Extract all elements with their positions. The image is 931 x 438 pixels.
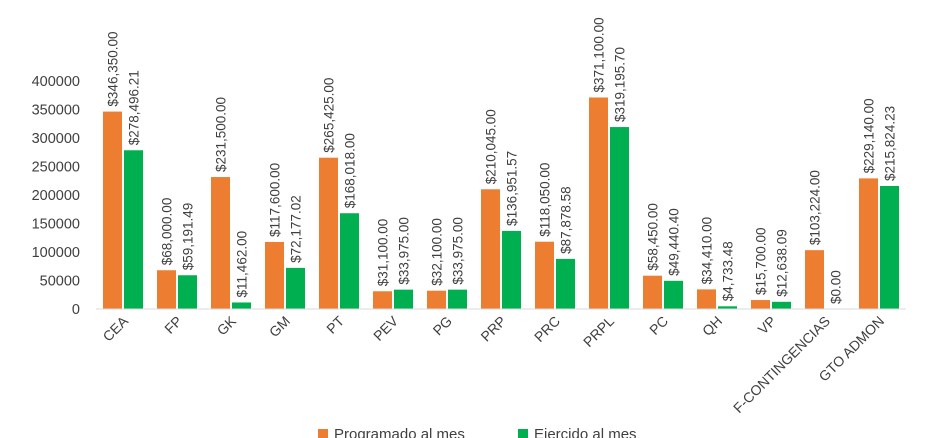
legend-label: Ejercido al mes: [534, 426, 637, 438]
y-tick-label: 300000: [32, 131, 80, 147]
y-tick-label: 250000: [32, 160, 80, 176]
bar-ejercido: [664, 280, 683, 309]
data-label: $265,425.00: [322, 78, 337, 153]
legend-label: Programado al mes: [334, 426, 465, 438]
y-tick-label: 100000: [32, 245, 80, 261]
x-tick-label: PC: [646, 313, 671, 338]
data-labels: $346,350.00 $278,496.21 $68,000.00 $59,191.…: [106, 17, 898, 304]
data-label: $168,018.00: [343, 133, 358, 208]
bar-programado: [157, 270, 176, 309]
x-tick-label: GM: [266, 313, 293, 340]
y-tick-label: 150000: [32, 217, 80, 233]
bar-programado: [319, 157, 338, 309]
data-label: $32,100.00: [430, 218, 445, 286]
bar-ejercido: [232, 302, 251, 309]
x-tick-label: PRP: [477, 313, 509, 345]
bar-ejercido: [502, 230, 521, 309]
data-label: $34,410.00: [700, 217, 715, 285]
data-label: $117,600.00: [268, 163, 283, 237]
bar-programado: [751, 300, 770, 309]
data-label: $346,350.00: [106, 32, 121, 107]
data-label: $33,975.00: [397, 217, 412, 285]
data-label: $11,462.00: [235, 231, 250, 298]
bar-programado: [643, 275, 662, 309]
bar-programado: [481, 189, 500, 309]
x-tick-label: F-CONTINGENCIAS: [730, 313, 833, 416]
bar-ejercido: [178, 275, 197, 309]
data-label: $58,450.00: [646, 203, 661, 271]
bar-ejercido: [448, 289, 467, 309]
x-tick-label: PRPL: [580, 313, 617, 350]
data-label: $319,195.70: [613, 47, 628, 122]
x-tick-label: PG: [429, 313, 455, 339]
data-label: $210,045.00: [484, 109, 499, 184]
bar-programado: [427, 290, 446, 309]
bar-programado: [265, 241, 284, 309]
y-tick-label: 50000: [40, 274, 80, 290]
x-tick-label: PT: [323, 312, 347, 336]
data-label: $0.00: [829, 270, 844, 304]
data-label: $278,496.21: [127, 70, 142, 145]
x-tick-label: PRC: [531, 313, 563, 345]
bar-programado: [535, 241, 554, 309]
data-label: $31,100.00: [376, 219, 391, 287]
x-tick-label: PEV: [370, 312, 402, 344]
data-label: $59,191.49: [181, 203, 196, 271]
legend: Programado al mes Ejercido al mes: [318, 426, 637, 438]
legend-swatch: [518, 429, 528, 438]
x-tick-label: CEA: [99, 312, 131, 344]
data-label: $231,500.00: [214, 97, 229, 172]
bar-ejercido: [394, 289, 413, 309]
data-label: $68,000.00: [160, 198, 175, 266]
data-label: $4,733.48: [721, 241, 736, 301]
data-label: $72,177.02: [289, 195, 304, 263]
bar-ejercido: [880, 185, 899, 309]
data-label: $49,440.40: [667, 208, 682, 276]
data-label: $87,878.58: [559, 186, 574, 254]
y-tick-label: 350000: [32, 103, 80, 119]
bar-programado: [211, 177, 230, 309]
bar-ejercido: [718, 306, 737, 309]
data-label: $136,951.57: [505, 151, 520, 226]
data-label: $118,050.00: [538, 163, 553, 237]
x-tick-label: QH: [699, 313, 725, 339]
bar-ejercido: [610, 127, 629, 310]
bar-ejercido: [556, 258, 575, 309]
x-tick-label: GK: [213, 312, 239, 338]
data-label: $103,224.00: [808, 170, 823, 245]
bars: [103, 97, 899, 310]
y-tick-label: 0: [72, 302, 80, 318]
bar-ejercido: [286, 267, 305, 309]
x-tick-label: VP: [755, 313, 780, 338]
legend-swatch: [318, 429, 328, 438]
data-label: $215,824.23: [883, 106, 898, 181]
bar-programado: [373, 291, 392, 309]
bar-programado: [805, 250, 824, 309]
bar-ejercido: [772, 301, 791, 309]
x-tick-label: FP: [161, 313, 185, 337]
bar-ejercido: [124, 150, 143, 309]
bar-ejercido: [340, 213, 359, 309]
data-label: $33,975.00: [451, 217, 466, 285]
bar-programado: [697, 289, 716, 309]
data-label: $15,700.00: [754, 227, 769, 295]
bar-programado: [103, 111, 122, 309]
bar-programado: [859, 178, 878, 309]
y-tick-label: 200000: [32, 188, 80, 204]
data-label: $229,140.00: [862, 98, 877, 173]
data-label: $12,638.09: [775, 229, 790, 297]
bar-programado: [589, 97, 608, 310]
data-label: $371,100.00: [592, 17, 607, 92]
y-axis: 400000 350000 300000 250000 200000 150000 1000…: [32, 74, 80, 318]
x-axis: CEA FP GK GM PT PEV PG PRP PRC PRPL PC QH VPF-CONTIN…: [99, 312, 887, 416]
y-tick-label: 400000: [32, 74, 80, 90]
